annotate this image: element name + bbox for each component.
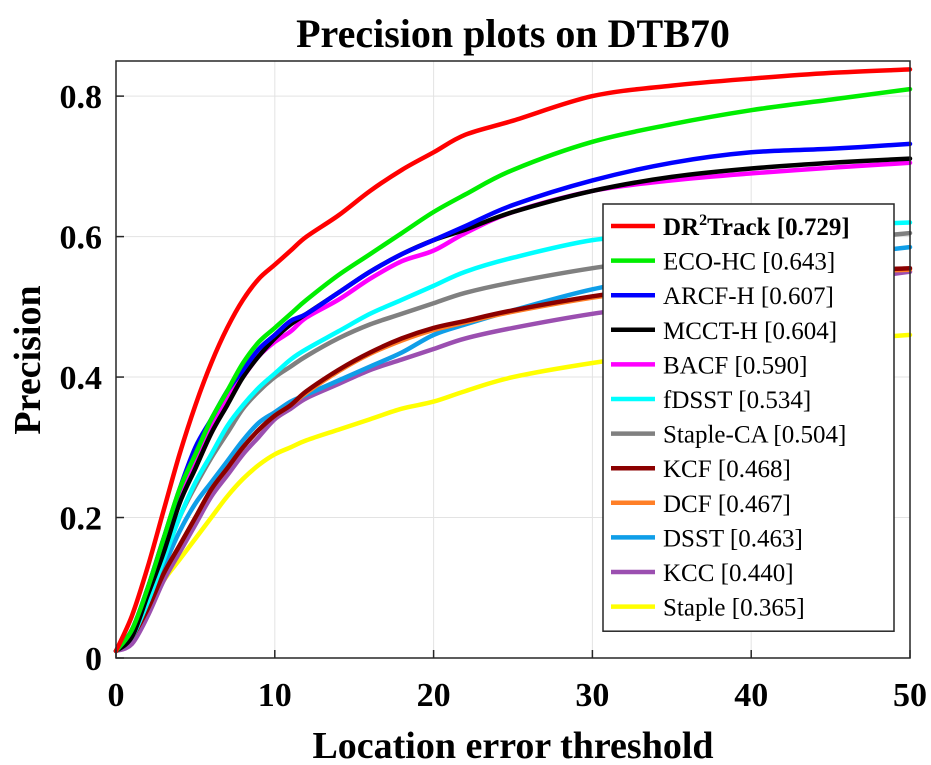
series-line [113,86,913,654]
x-axis-label: Location error threshold [312,725,713,765]
x-tick-label: 10 [258,677,292,714]
legend-label: KCF [0.468] [663,456,791,483]
y-tick-label: 0.4 [60,360,103,397]
legend-label: DR2Track [0.729] [663,212,850,241]
x-tick-label: 40 [734,677,768,714]
plot-frame [115,60,911,659]
x-tick-label: 0 [108,677,125,714]
x-tick-label: 50 [893,677,927,714]
legend-label: Staple-CA [0.504] [663,422,846,449]
legend-label: BACF [0.590] [663,352,807,379]
legend-label: MCCT-H [0.604] [663,318,837,345]
legend: DR2Track [0.729] ECO-HC [0.643] ARCF-H [0.… [602,203,895,632]
y-tick-label: 0.2 [60,501,103,538]
legend-label: DCF [0.467] [663,491,791,518]
y-axis-label: Precision [7,285,49,434]
y-tick-label: 0.8 [60,79,103,116]
legend-label: ARCF-H [0.607] [663,283,834,310]
legend-label: DSST [0.463] [663,525,803,552]
x-tick-label: 20 [417,677,451,714]
series-line [113,67,913,654]
chart-title: Precision plots on DTB70 [296,11,730,56]
y-tick-label: 0 [85,641,102,678]
legend-box [602,203,895,632]
y-tick-label: 0.6 [60,220,103,257]
ticks: 0 10 20 30 40 50 0 0.2 0.4 0.6 0.8 [60,79,928,714]
legend-label: fDSST [0.534] [663,387,811,414]
x-tick-label: 30 [575,677,609,714]
legend-label: KCC [0.440] [663,560,794,587]
legend-label: Staple [0.365] [663,595,805,622]
legend-label: ECO-HC [0.643] [663,249,835,276]
